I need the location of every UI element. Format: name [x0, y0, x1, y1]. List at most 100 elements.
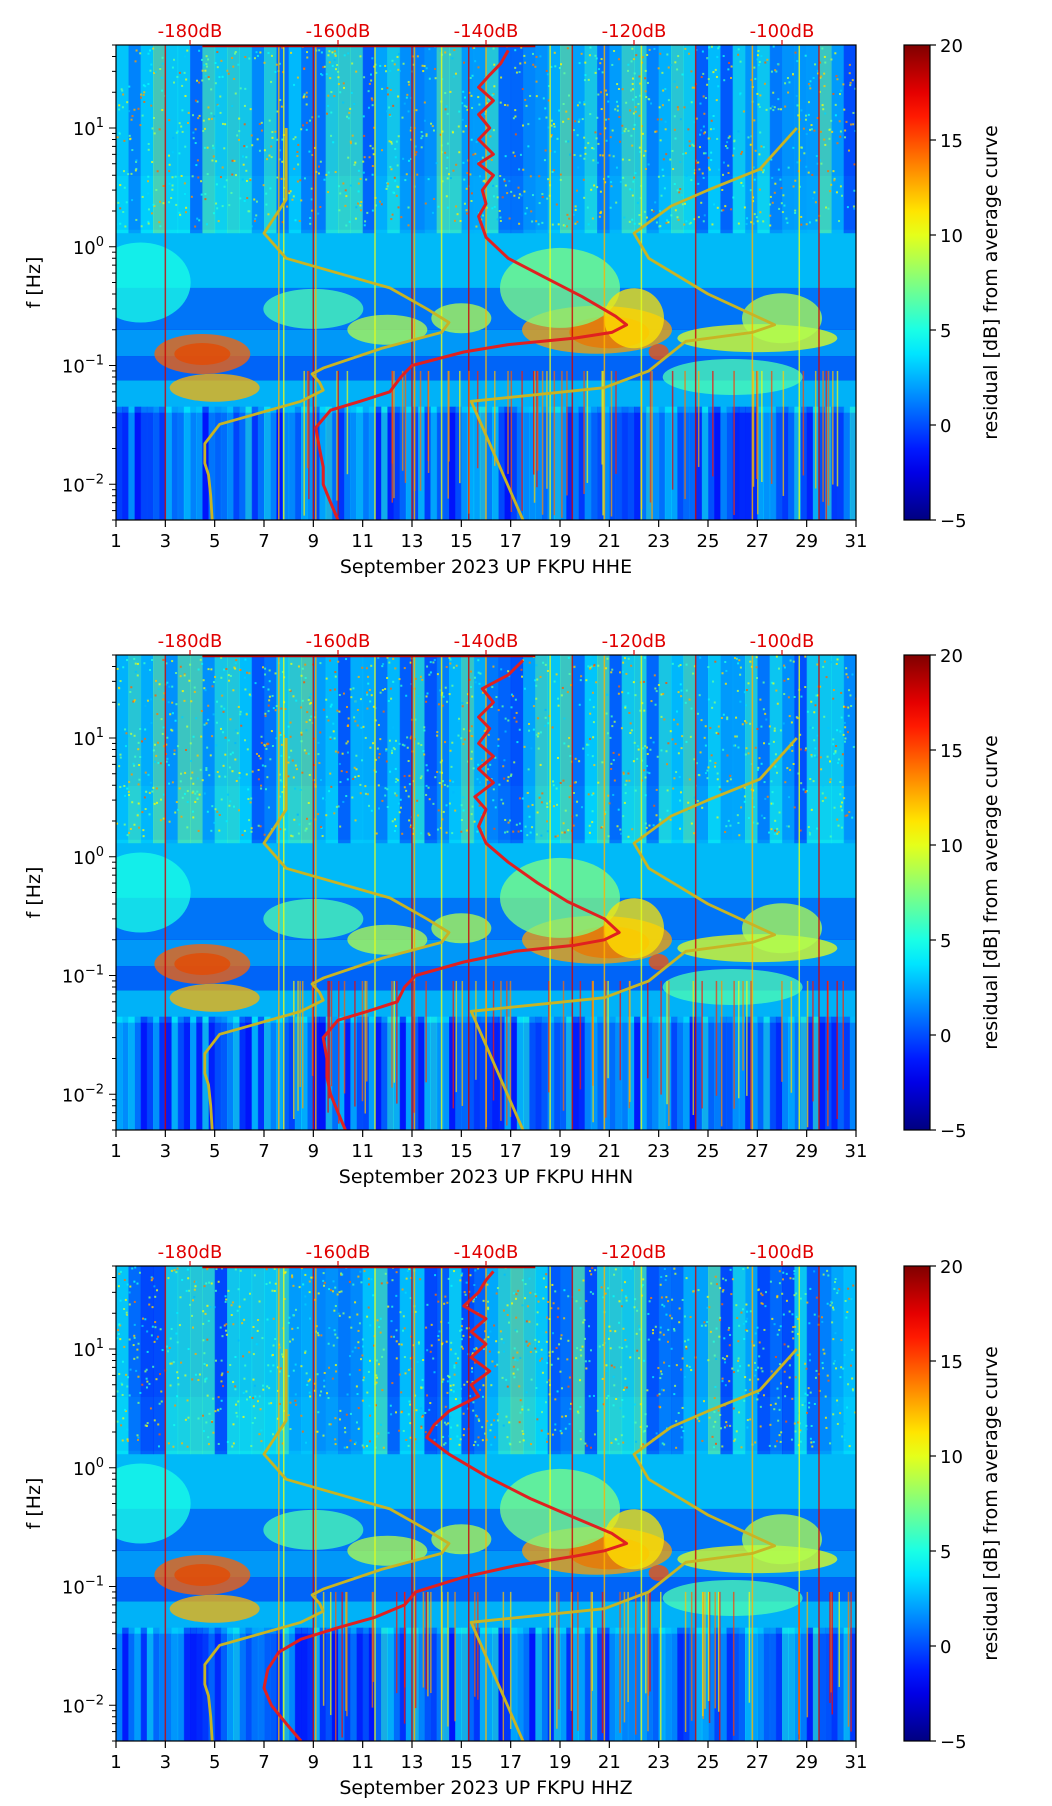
db-tick-label: -140dB	[454, 1242, 519, 1263]
x-tick-label: 25	[697, 1752, 720, 1773]
curve-median-psd	[321, 659, 621, 1130]
x-tick-label: 7	[258, 531, 269, 552]
spectrogram-heatmap	[116, 655, 856, 1130]
x-tick-label: 19	[549, 531, 572, 552]
colorbar-tick-label: −5	[940, 511, 967, 532]
db-tick-label: -100dB	[750, 21, 815, 42]
curve-median-psd	[262, 1270, 629, 1741]
y-tick-label: 10−1	[62, 354, 104, 378]
y-tick-label: 101	[73, 726, 104, 750]
db-tick-label: -160dB	[306, 1242, 371, 1263]
x-tick-label: 31	[845, 1752, 868, 1773]
x-tick-label: 9	[308, 1752, 319, 1773]
curve-low-noise-model	[203, 738, 451, 1130]
x-tick-label: 11	[351, 1141, 374, 1162]
x-tick-label: 15	[450, 1752, 473, 1773]
db-tick-label: -100dB	[750, 631, 815, 652]
db-tick-label: -100dB	[750, 1242, 815, 1263]
y-axis-label: f [Hz]	[23, 1478, 45, 1530]
x-tick-label: 11	[351, 531, 374, 552]
colorbar-tick-label: 5	[940, 321, 951, 342]
x-tick-label: 25	[697, 531, 720, 552]
x-tick-label: 27	[746, 1141, 769, 1162]
x-tick-label: 13	[401, 1141, 424, 1162]
curve-low-noise-model	[203, 1349, 451, 1741]
x-tick-label: 31	[845, 1141, 868, 1162]
x-tick-label: 23	[647, 531, 670, 552]
x-tick-label: 31	[845, 531, 868, 552]
curve-low-noise-model	[203, 128, 451, 520]
colorbar: 20 15 10 5 0 −5 residual [dB] from average cur…	[903, 36, 1002, 532]
db-tick-label: -160dB	[306, 631, 371, 652]
y-tick-label: 100	[73, 235, 104, 259]
colorbar-tick-label: 20	[940, 646, 963, 667]
colorbar-tick-label: 5	[940, 1542, 951, 1563]
x-tick-label: 15	[450, 1141, 473, 1162]
colorbar: 20 15 10 5 0 −5 residual [dB] from average cur…	[903, 1257, 1002, 1753]
colorbar: 20 15 10 5 0 −5 residual [dB] from average cur…	[903, 646, 1002, 1142]
x-tick-label: 9	[308, 1141, 319, 1162]
colorbar-tick-label: 10	[940, 1447, 963, 1468]
colorbar-tick-label: 0	[940, 1637, 951, 1658]
colorbar-tick-label: 0	[940, 1026, 951, 1047]
colorbar-tick-label: 15	[940, 1352, 963, 1373]
db-tick-label: -160dB	[306, 21, 371, 42]
x-tick-label: 13	[401, 531, 424, 552]
db-tick-label: -180dB	[158, 1242, 223, 1263]
colorbar-gradient	[903, 654, 931, 1131]
x-axis-label: September 2023 UP FKPU HHZ	[339, 1777, 632, 1799]
curve-high-noise-model	[469, 127, 798, 520]
x-tick-label: 3	[160, 1141, 171, 1162]
db-tick-label: -120dB	[602, 1242, 667, 1263]
x-tick-label: 13	[401, 1752, 424, 1773]
colorbar-label: residual [dB] from average curve	[980, 1346, 1002, 1661]
db-tick-label: -140dB	[454, 631, 519, 652]
x-tick-label: 7	[258, 1752, 269, 1773]
x-tick-label: 19	[549, 1141, 572, 1162]
x-tick-label: 17	[499, 1752, 522, 1773]
colorbar-tick-label: 20	[940, 1257, 963, 1278]
curve-median-psd	[314, 49, 629, 520]
colorbar-tick-label: 10	[940, 226, 963, 247]
colorbar-tick-label: −5	[940, 1732, 967, 1753]
y-tick-label: 101	[73, 1337, 104, 1361]
spectrogram-heatmap	[116, 1266, 856, 1741]
db-tick-label: -180dB	[158, 21, 223, 42]
x-tick-label: 29	[795, 531, 818, 552]
curve-high-noise-model	[469, 1348, 798, 1741]
x-tick-label: 21	[598, 1141, 621, 1162]
colorbar-tick-label: 15	[940, 741, 963, 762]
x-tick-label: 1	[110, 1752, 121, 1773]
colorbar-label: residual [dB] from average curve	[980, 735, 1002, 1050]
x-tick-label: 15	[450, 531, 473, 552]
colorbar-tick-label: −5	[940, 1121, 967, 1142]
x-tick-label: 19	[549, 1752, 572, 1773]
colorbar-tick-label: 20	[940, 36, 963, 57]
colorbar-tick-label: 10	[940, 836, 963, 857]
y-tick-label: 101	[73, 116, 104, 140]
y-axis-label: f [Hz]	[23, 867, 45, 919]
y-tick-label: 10−2	[62, 472, 104, 496]
colorbar-tick-label: 0	[940, 416, 951, 437]
x-tick-label: 17	[499, 531, 522, 552]
colorbar-tick-label: 15	[940, 131, 963, 152]
db-tick-label: -120dB	[602, 631, 667, 652]
x-tick-label: 27	[746, 531, 769, 552]
x-tick-label: 5	[209, 1141, 220, 1162]
x-tick-label: 7	[258, 1141, 269, 1162]
x-tick-label: 5	[209, 1752, 220, 1773]
db-tick-label: -140dB	[454, 21, 519, 42]
y-tick-label: 100	[73, 1456, 104, 1480]
x-tick-label: 25	[697, 1141, 720, 1162]
colorbar-gradient	[903, 1265, 931, 1742]
db-tick-label: -120dB	[602, 21, 667, 42]
x-tick-label: 29	[795, 1141, 818, 1162]
x-tick-label: 29	[795, 1752, 818, 1773]
y-tick-label: 10−2	[62, 1693, 104, 1717]
y-tick-label: 100	[73, 845, 104, 869]
